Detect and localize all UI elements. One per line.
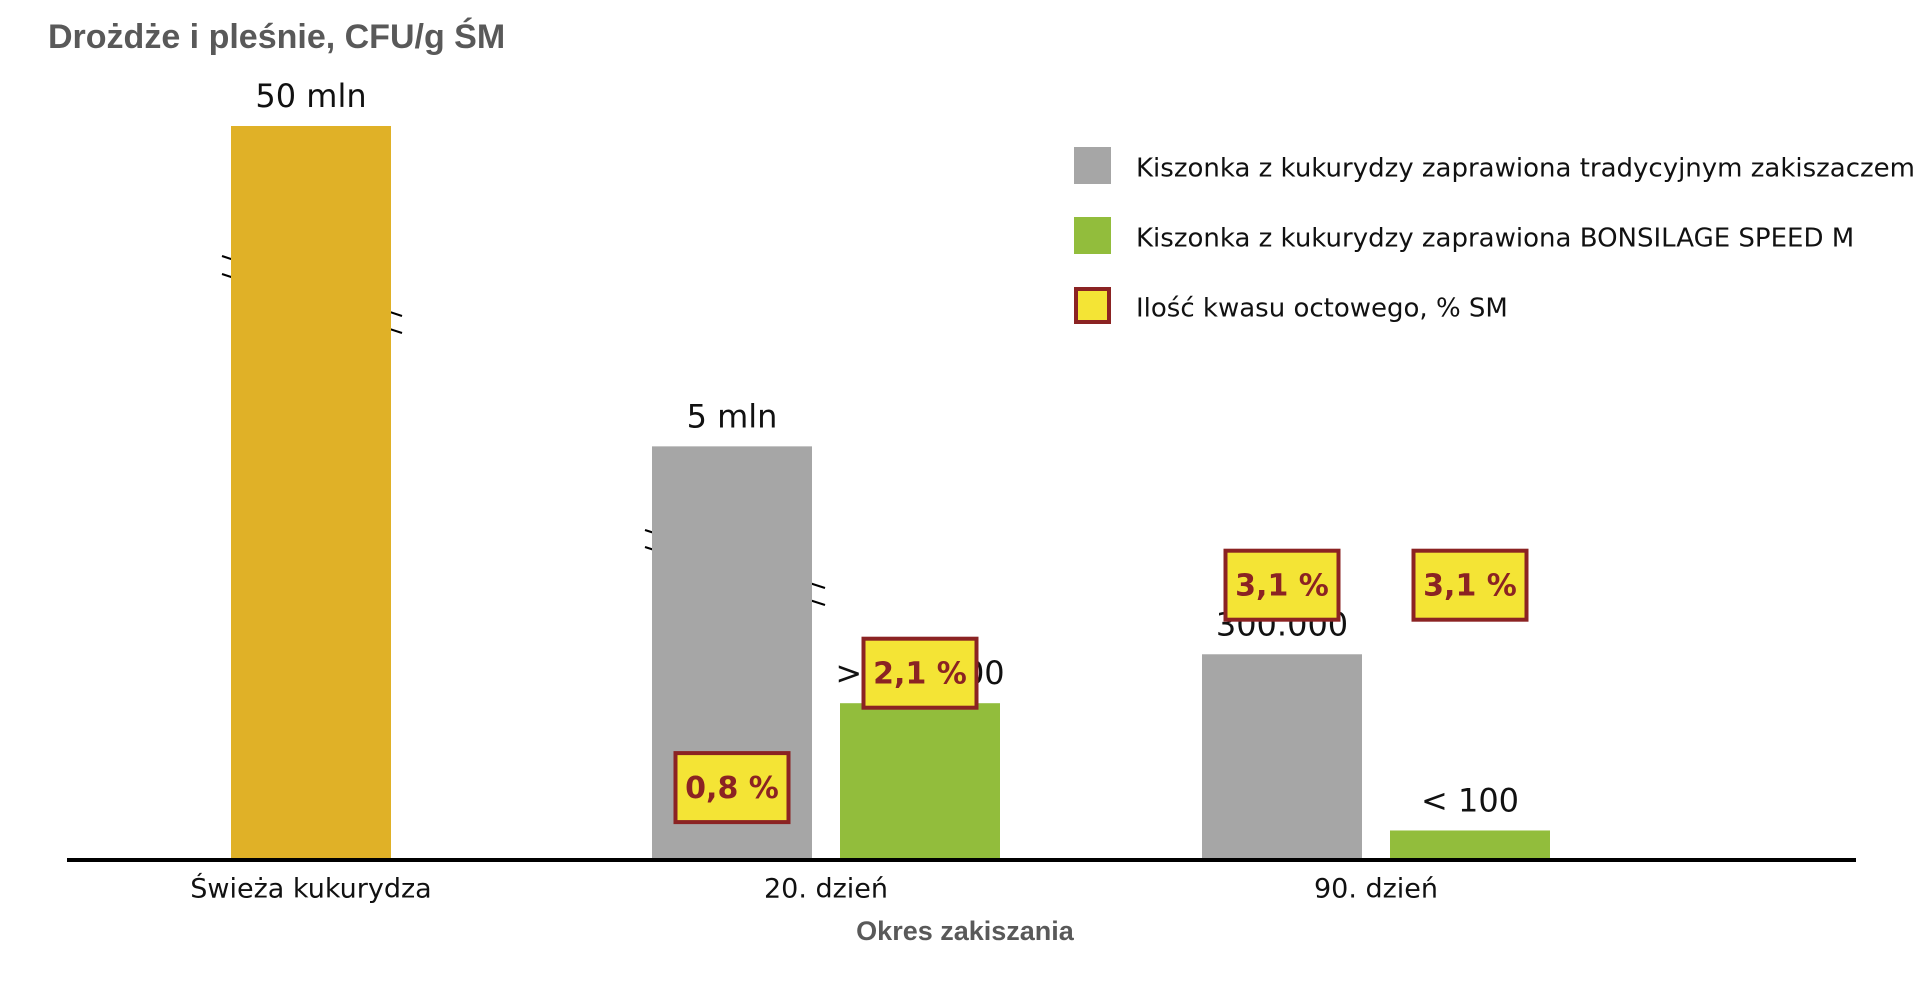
- x-axis-label: Okres zakiszania: [856, 916, 1075, 946]
- legend-label: Kiszonka z kukurydzy zaprawiona BONSILAG…: [1136, 224, 1854, 254]
- acid-label: 0,8 %: [685, 771, 779, 806]
- acid-box: [861, 636, 979, 710]
- acid-label: 2,1 %: [873, 657, 967, 692]
- bar: [1202, 654, 1362, 858]
- value-label: 5 mln: [687, 397, 778, 435]
- chart-title: Drożdże i pleśnie, CFU/g ŚM: [48, 18, 505, 56]
- value-label: 50 mln: [255, 77, 366, 115]
- bar: [231, 126, 391, 858]
- x-tick-label: 90. dzień: [1314, 874, 1438, 905]
- value-label: < 100: [1421, 781, 1519, 819]
- legend-swatch: [1074, 147, 1111, 184]
- legend-swatch: [1074, 217, 1111, 254]
- acid-label: 3,1 %: [1235, 569, 1329, 604]
- legend-label: Kiszonka z kukurydzy zaprawiona tradycyj…: [1136, 154, 1915, 184]
- x-tick-label: Świeża kukurydza: [190, 873, 431, 905]
- acid-box: [1223, 548, 1341, 622]
- legend-swatch: [1074, 287, 1111, 324]
- bar: [840, 703, 1000, 858]
- acid-box: [673, 751, 791, 825]
- acid-label: 3,1 %: [1423, 569, 1517, 604]
- legend-label: Ilość kwasu octowego, % SM: [1136, 294, 1508, 324]
- acid-box: [1411, 548, 1529, 622]
- bar: [1390, 830, 1550, 858]
- x-tick-label: 20. dzień: [764, 874, 888, 905]
